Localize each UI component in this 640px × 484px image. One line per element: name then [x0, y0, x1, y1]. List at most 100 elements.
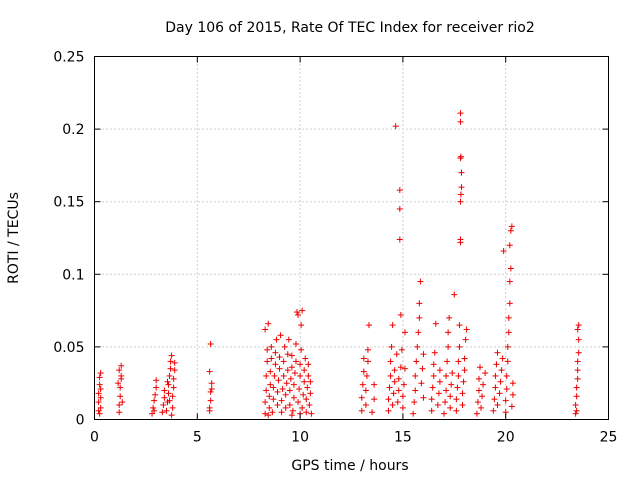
x-tick-label: 20	[497, 430, 515, 446]
data-point	[435, 390, 442, 397]
data-point	[482, 370, 489, 377]
data-point	[509, 380, 516, 387]
data-point	[428, 407, 435, 414]
data-point	[170, 375, 177, 382]
data-point	[463, 326, 470, 333]
data-point	[494, 349, 501, 356]
data-point	[282, 391, 289, 398]
data-point	[387, 372, 394, 379]
x-tick-label: 0	[90, 430, 99, 446]
data-point	[307, 378, 314, 385]
data-point	[502, 397, 509, 404]
data-point	[504, 358, 511, 365]
data-point	[480, 381, 487, 388]
data-point	[389, 401, 396, 408]
data-point	[206, 368, 213, 375]
data-point	[116, 367, 123, 374]
data-point	[288, 364, 295, 371]
data-point	[170, 384, 177, 391]
data-point	[436, 378, 443, 385]
data-point	[445, 329, 452, 336]
data-point	[457, 236, 464, 243]
data-point	[506, 278, 513, 285]
data-point	[412, 372, 419, 379]
data-point	[284, 351, 291, 358]
data-point	[419, 365, 426, 372]
data-point	[572, 410, 579, 417]
data-point	[97, 386, 104, 393]
data-point	[264, 346, 271, 353]
data-point	[287, 375, 294, 382]
x-tick-label: 15	[394, 430, 412, 446]
data-point	[276, 365, 283, 372]
data-point	[265, 320, 272, 327]
data-point	[95, 390, 102, 397]
data-point	[455, 372, 462, 379]
data-point	[475, 375, 482, 382]
data-point	[396, 187, 403, 194]
data-point	[301, 367, 308, 374]
data-point	[118, 372, 125, 379]
y-tick-label: 0	[76, 413, 85, 429]
data-point	[457, 198, 464, 205]
x-tick-label: 25	[600, 430, 618, 446]
data-point	[96, 381, 103, 388]
plot-frame	[94, 56, 609, 420]
data-point	[270, 384, 277, 391]
data-point	[286, 401, 293, 408]
data-point	[206, 404, 213, 411]
data-point	[272, 349, 279, 356]
data-point	[298, 322, 305, 329]
data-point	[171, 359, 178, 366]
data-point	[443, 372, 450, 379]
data-point	[400, 381, 407, 388]
x-tick-label: 10	[291, 430, 309, 446]
data-point	[574, 367, 581, 374]
data-point	[278, 409, 285, 416]
data-point	[508, 403, 515, 410]
data-point	[453, 407, 460, 414]
data-point	[96, 374, 103, 381]
data-point	[285, 336, 292, 343]
data-point	[453, 396, 460, 403]
data-point	[262, 399, 269, 406]
x-axis-tick-labels: 0 5 10 15 20 25	[90, 430, 617, 446]
data-point	[278, 397, 285, 404]
data-point	[277, 332, 284, 339]
data-point	[166, 372, 173, 379]
data-point	[503, 372, 510, 379]
data-point	[574, 358, 581, 365]
data-point	[442, 399, 449, 406]
data-point	[279, 386, 286, 393]
data-point	[454, 384, 461, 391]
data-point	[497, 378, 504, 385]
data-point	[430, 372, 437, 379]
data-point	[262, 326, 269, 333]
data-point	[288, 412, 295, 419]
data-point	[475, 387, 482, 394]
data-point	[296, 386, 303, 393]
data-point	[493, 361, 500, 368]
data-point	[116, 409, 123, 416]
data-point	[456, 322, 463, 329]
data-point	[292, 358, 299, 365]
data-point	[498, 367, 505, 374]
data-point	[414, 343, 421, 350]
x-axis-label: GPS time / hours	[291, 458, 408, 474]
data-point	[161, 387, 168, 394]
data-point	[165, 381, 172, 388]
data-point	[492, 384, 499, 391]
data-point	[266, 393, 273, 400]
data-point	[281, 343, 288, 350]
data-point	[151, 407, 158, 414]
data-point	[303, 396, 310, 403]
data-point	[286, 387, 293, 394]
data-point	[294, 309, 301, 316]
data-point	[477, 364, 483, 371]
data-point	[430, 361, 437, 368]
data-point	[171, 367, 178, 374]
data-point	[284, 367, 291, 374]
data-point	[505, 314, 512, 321]
data-point	[268, 355, 275, 362]
data-point	[116, 401, 123, 408]
